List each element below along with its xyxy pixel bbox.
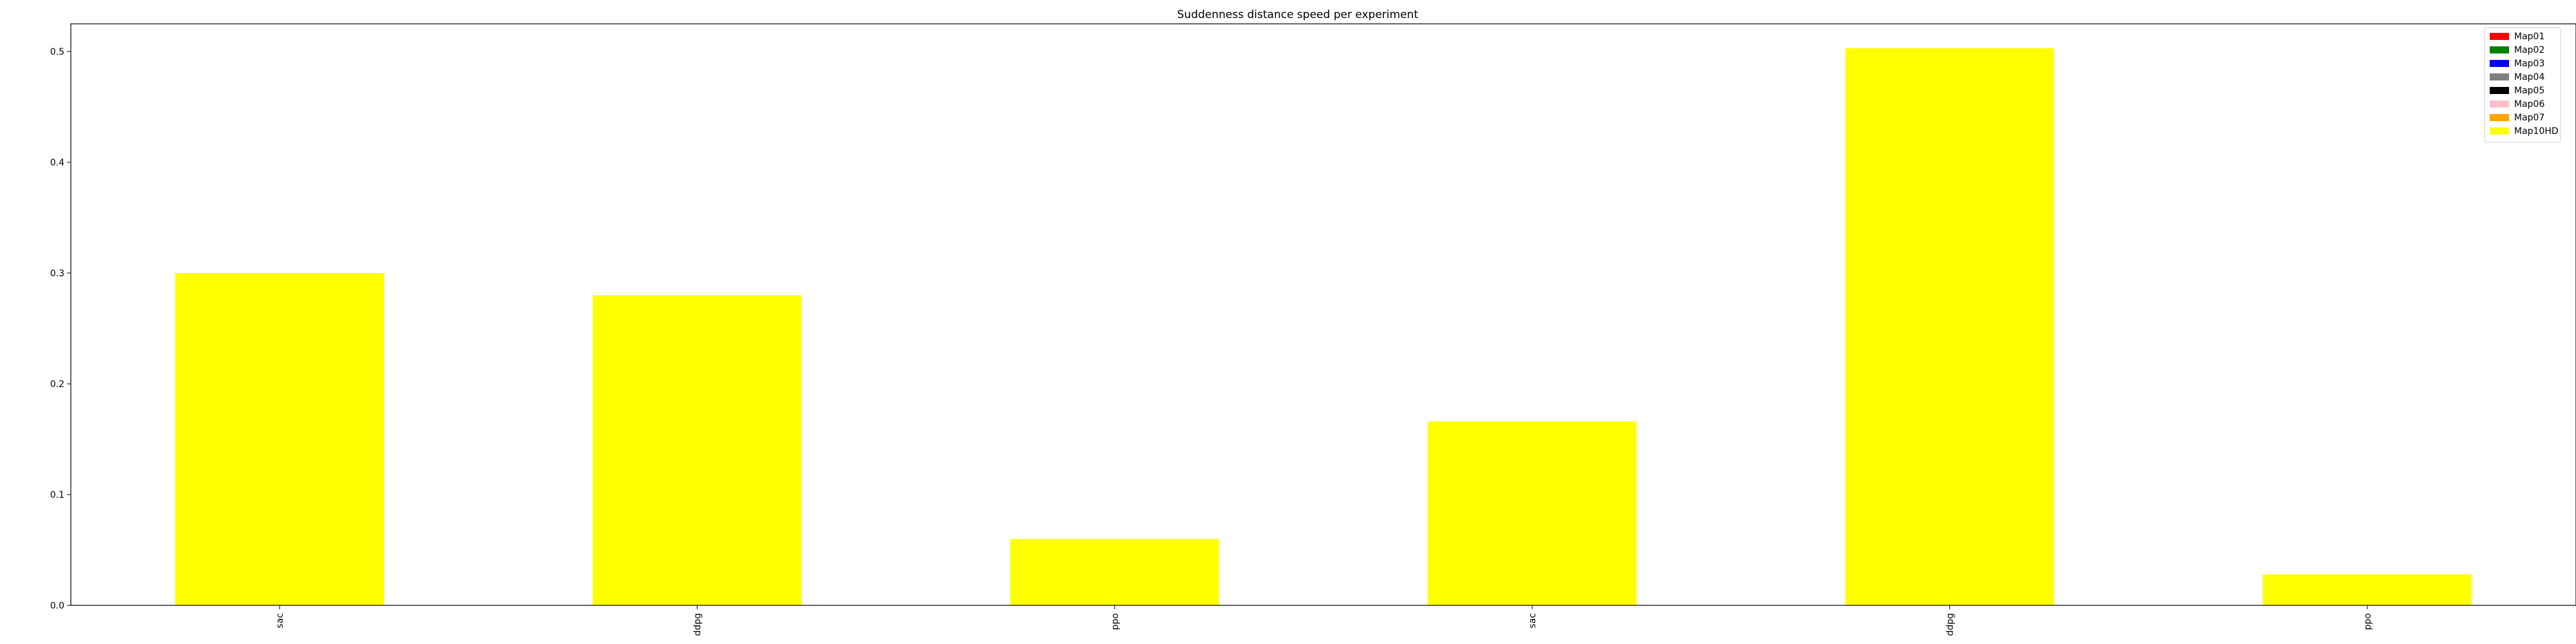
y-tick-label: 0.4 <box>50 158 64 168</box>
legend-label-map05: Map05 <box>2514 86 2544 96</box>
legend-label-map03: Map03 <box>2514 59 2544 69</box>
y-tick-label: 0.5 <box>50 47 64 57</box>
y-tick-label: 0.1 <box>50 490 64 500</box>
legend-label-map10hd: Map10HD <box>2514 126 2559 137</box>
x-tick-label: sac <box>275 613 285 629</box>
x-tick-label: ppo <box>1110 613 1121 630</box>
x-tick-label: ppo <box>2363 613 2373 630</box>
bars-layer <box>175 48 2472 606</box>
bar-map10hd-3 <box>1428 421 1637 605</box>
legend-swatch-map06 <box>2490 100 2509 108</box>
y-tick-label: 0.2 <box>50 379 64 390</box>
bar-map10hd-1 <box>592 295 802 605</box>
legend-label-map02: Map02 <box>2514 45 2544 55</box>
x-tick-label: ddpg <box>1946 613 1956 636</box>
chart-title: Suddenness distance speed per experiment <box>1177 8 1419 21</box>
bar-map10hd-0 <box>175 273 384 605</box>
y-axis-ticks: 0.0 0.1 0.2 0.3 0.4 0.5 <box>50 47 71 611</box>
bar-map10hd-4 <box>1845 48 2054 606</box>
legend: Map01 Map02 Map03 Map04 Map05 Map06 Map07 Map10… <box>2484 27 2561 143</box>
legend-swatch-map10hd <box>2490 128 2509 135</box>
legend-swatch-map02 <box>2490 46 2509 53</box>
bar-map10hd-2 <box>1010 538 1219 605</box>
plot-area-frame <box>70 23 2576 606</box>
legend-swatch-map03 <box>2490 60 2509 67</box>
bar-map10hd-5 <box>2262 574 2472 605</box>
legend-label-map04: Map04 <box>2514 72 2544 82</box>
y-tick-label: 0.0 <box>50 601 64 611</box>
legend-swatch-map07 <box>2490 114 2509 121</box>
legend-label-map07: Map07 <box>2514 113 2544 123</box>
legend-label-map06: Map06 <box>2514 99 2544 109</box>
legend-label-map01: Map01 <box>2514 32 2544 42</box>
legend-swatch-map01 <box>2490 33 2509 40</box>
legend-swatch-map05 <box>2490 87 2509 94</box>
legend-box <box>2484 27 2561 143</box>
x-tick-label: ddpg <box>693 613 703 636</box>
x-tick-label: sac <box>1528 613 1538 629</box>
y-tick-label: 0.3 <box>50 269 64 279</box>
x-axis-ticks: sac ddpg ppo sac ddpg ppo <box>275 605 2373 636</box>
legend-swatch-map04 <box>2490 73 2509 80</box>
